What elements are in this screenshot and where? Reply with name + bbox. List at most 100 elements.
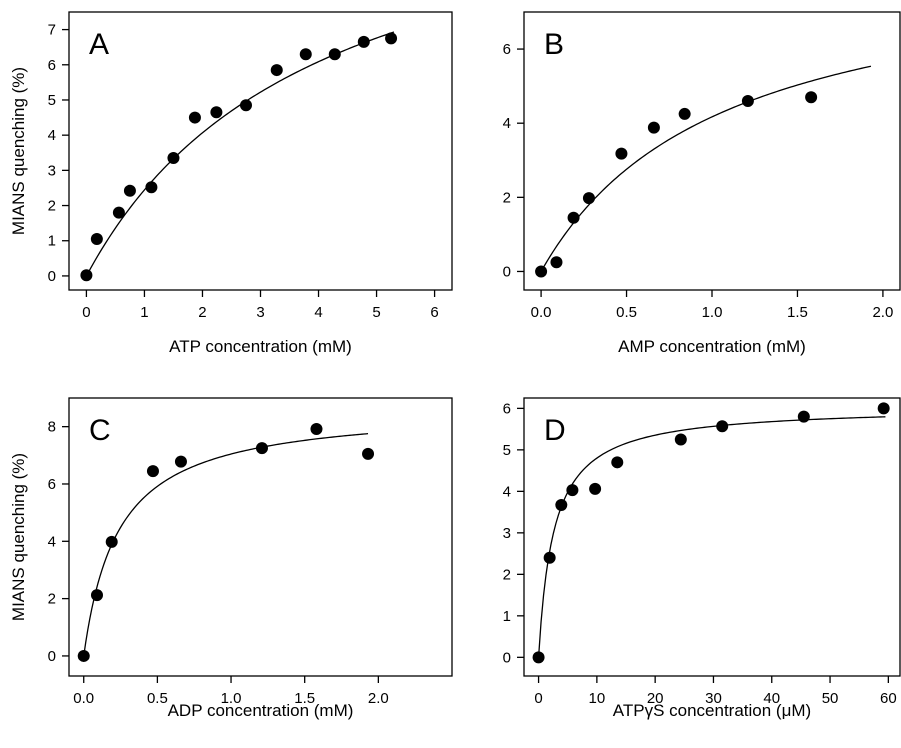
data-point [80, 269, 93, 282]
x-tick-label: 0 [82, 304, 90, 321]
panel-letter: C [89, 414, 111, 447]
y-tick-label: 0 [48, 648, 56, 665]
panel-c: 0.0 0.5 1.0 1.5 2.0 0 2 4 6 8 C ADP concentration (… [9, 397, 453, 720]
y-tick-label: 2 [48, 198, 56, 215]
fit-curve [537, 416, 886, 658]
y-tick-label: 6 [503, 400, 511, 417]
x-tick-label: 0.0 [73, 690, 94, 707]
x-tick-label: 2.0 [368, 690, 389, 707]
fit-curve [540, 65, 872, 272]
data-point [239, 99, 252, 112]
data-point [678, 107, 691, 120]
y-tick-label: 0 [503, 649, 511, 666]
y-tick-label: 4 [48, 127, 56, 144]
plot-frame [68, 397, 453, 677]
plot-frame [68, 11, 453, 291]
y-tick-label: 0 [503, 263, 511, 280]
x-tick-label: 2.0 [872, 304, 893, 321]
data-point [550, 256, 563, 269]
data-point [615, 147, 628, 160]
y-tick-label: 8 [48, 419, 56, 436]
data-point [589, 482, 602, 495]
data-point [328, 48, 341, 61]
data-point [362, 447, 375, 460]
y-axis-title: MIANS quenching (%) [9, 453, 28, 621]
x-tick-label: 30 [705, 690, 722, 707]
plot-frame [523, 397, 901, 677]
data-point [385, 32, 398, 45]
y-tick-label: 1 [503, 608, 511, 625]
y-tick-label: 2 [503, 566, 511, 583]
fit-curve [85, 31, 395, 277]
y-tick-label: 6 [48, 476, 56, 493]
x-axis-title: ADP concentration (mM) [168, 701, 354, 720]
data-point [270, 64, 283, 77]
x-tick-label: 0.0 [531, 304, 552, 321]
panel-letter: B [544, 28, 564, 61]
x-tick-label: 5 [372, 304, 380, 321]
data-point [877, 402, 890, 415]
panel-a: 0 1 2 3 4 5 6 0 1 2 3 4 5 6 7 A ATP concentration (mM) MI… [9, 11, 453, 356]
x-tick-label: 6 [430, 304, 438, 321]
data-point [741, 94, 754, 107]
x-axis-title: AMP concentration (mM) [618, 337, 806, 356]
fit-curve [83, 433, 369, 657]
x-axis-title: ATP concentration (mM) [169, 337, 352, 356]
x-tick-label: 1.5 [294, 690, 315, 707]
x-tick-label: 50 [822, 690, 839, 707]
x-tick-label: 3 [256, 304, 264, 321]
y-axis-title: MIANS quenching (%) [9, 67, 28, 235]
panel-letter: D [544, 414, 566, 447]
x-tick-label: 1.0 [221, 690, 242, 707]
data-point [255, 442, 268, 455]
data-point [805, 91, 818, 104]
data-point [90, 589, 103, 602]
x-tick-label: 1 [140, 304, 148, 321]
x-tick-label: 0 [534, 690, 542, 707]
data-point [90, 232, 103, 245]
y-tick-label: 6 [503, 41, 511, 58]
x-tick-label: 1.5 [787, 304, 808, 321]
x-tick-label: 1.0 [702, 304, 723, 321]
y-tick-label: 1 [48, 233, 56, 250]
plot-frame [523, 11, 901, 291]
data-point [112, 206, 125, 219]
y-tick-label: 3 [48, 162, 56, 179]
y-tick-label: 2 [48, 591, 56, 608]
y-tick-label: 5 [503, 442, 511, 459]
x-tick-label: 20 [647, 690, 664, 707]
panel-b: 0.0 0.5 1.0 1.5 2.0 0 2 4 6 B AMP concentration (m… [503, 11, 901, 356]
x-tick-label: 60 [880, 690, 897, 707]
x-tick-label: 0.5 [147, 690, 168, 707]
x-tick-label: 4 [314, 304, 322, 321]
data-point [611, 456, 624, 469]
data-point [123, 184, 136, 197]
panel-letter: A [89, 28, 109, 61]
x-tick-label: 0.5 [616, 304, 637, 321]
x-tick-label: 2 [198, 304, 206, 321]
data-point [532, 651, 545, 664]
data-point [797, 410, 810, 423]
data-point [535, 265, 548, 278]
data-point [566, 484, 579, 497]
data-point [174, 455, 187, 468]
data-point [582, 192, 595, 205]
data-point [567, 211, 580, 224]
data-point [310, 422, 323, 435]
y-tick-label: 6 [48, 57, 56, 74]
y-tick-label: 2 [503, 189, 511, 206]
data-point [146, 465, 159, 478]
data-point [167, 152, 180, 165]
data-point [543, 551, 556, 564]
x-tick-label: 10 [589, 690, 606, 707]
data-point [555, 499, 568, 512]
y-tick-label: 5 [48, 92, 56, 109]
data-point [105, 535, 118, 548]
data-point [188, 111, 201, 124]
x-axis-title: ATPγS concentration (μM) [613, 701, 811, 720]
data-point [647, 121, 660, 134]
y-tick-label: 4 [503, 483, 511, 500]
data-point [716, 420, 729, 433]
y-tick-label: 7 [48, 22, 56, 39]
y-tick-label: 3 [503, 525, 511, 542]
